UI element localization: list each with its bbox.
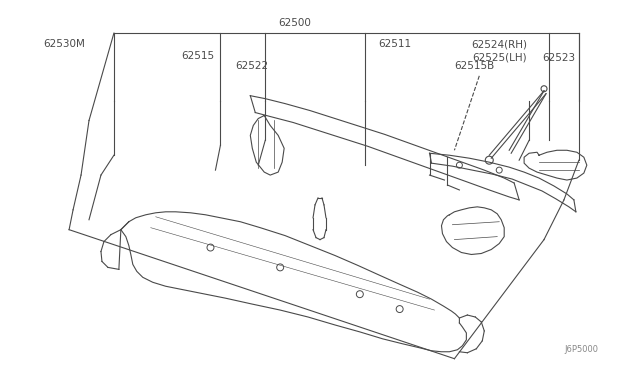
Text: 62515B: 62515B [454, 61, 495, 71]
Text: J6P5000: J6P5000 [564, 345, 599, 354]
Text: 62500: 62500 [278, 18, 312, 28]
Text: 62523: 62523 [542, 53, 575, 63]
Text: 62525(LH): 62525(LH) [472, 53, 527, 63]
Text: 62515: 62515 [181, 51, 214, 61]
Text: 62530M: 62530M [43, 39, 85, 49]
Text: 62522: 62522 [236, 61, 269, 71]
Text: 62524(RH): 62524(RH) [471, 39, 527, 49]
Text: 62511: 62511 [378, 39, 412, 49]
